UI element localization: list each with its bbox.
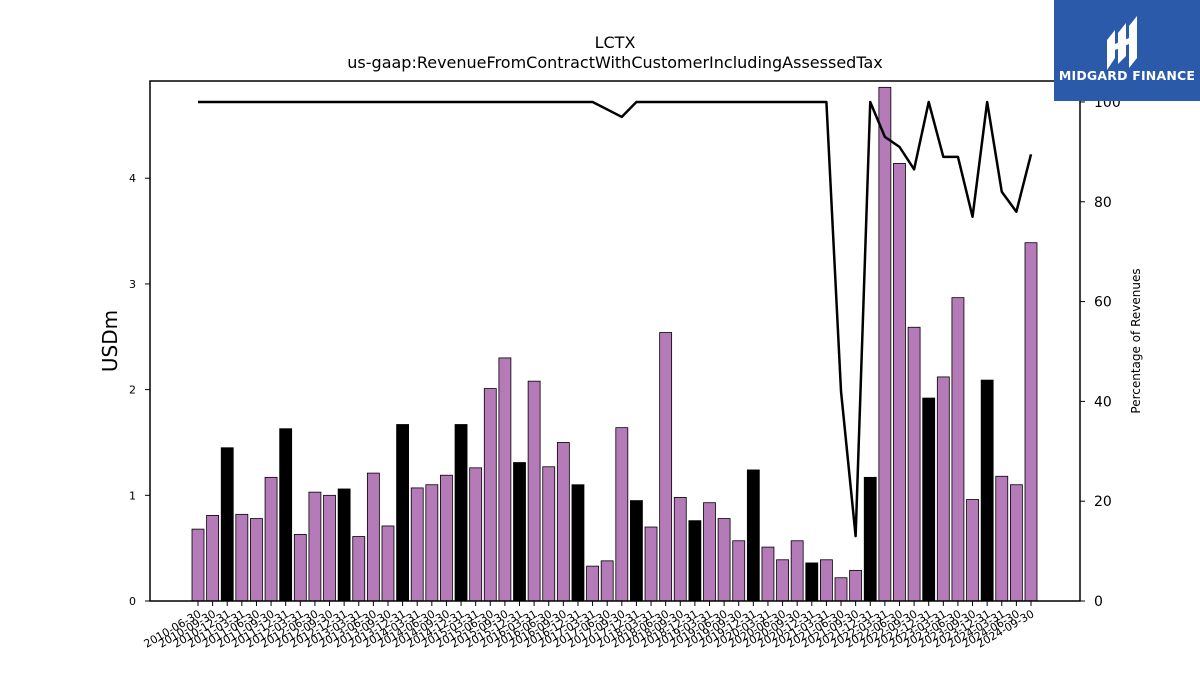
bar-2021-03-31 [820,559,833,602]
y-tick-label: 0 [129,595,136,608]
bar-2024-09-30 [1024,242,1038,602]
bar-2012-09-30 [323,494,336,602]
bar-2016-06-30 [542,466,556,602]
bar-2018-09-30 [673,497,687,602]
brand-logo: MIDGARD FINANCE [1054,0,1200,101]
bar-2023-06-30 [951,297,965,602]
bar-2018-06-30 [659,332,673,602]
bar-2013-09-30 [381,525,395,602]
bar-2011-06-30 [250,518,263,602]
bar-2013-06-30 [366,472,380,602]
bar-2012-12-31 [337,488,351,602]
bar-2014-09-30 [440,474,453,602]
bar-2023-03-31 [936,376,950,602]
y-axis-left: 0 1 2 3 4 [129,172,150,608]
bar-2024-03-31 [995,475,1009,602]
bar-2018-03-31 [644,526,658,602]
y2-tick-label: 0 [1094,594,1103,610]
bar-2020-03-31 [761,546,775,602]
bar-2022-09-30 [907,326,921,602]
bar-2013-12-31 [396,424,410,602]
bar-2012-03-31 [293,534,307,602]
bar-2016-09-30 [556,442,570,602]
y-tick-label: 1 [129,489,136,502]
bar-2019-03-31 [703,502,716,602]
bar-2010-06-30 [191,528,205,602]
bar-2014-12-31 [454,424,468,602]
bar-2020-12-31 [805,562,819,602]
bar-2021-09-30 [849,569,863,602]
bar-2015-06-30 [483,388,497,602]
bar-2015-03-31 [469,467,483,602]
brand-name: MIDGARD FINANCE [1058,68,1196,83]
bar-2019-09-30 [732,540,746,602]
bar-2023-12-31 [980,379,994,602]
bar-2015-12-31 [513,462,526,602]
y2-tick-label: 80 [1094,195,1112,211]
y-tick-label: 3 [129,278,136,291]
y2-tick-label: 60 [1094,295,1112,311]
percentage-line-series [198,100,1033,538]
plot-frame [149,80,1081,602]
y2-tick-label: 20 [1094,494,1112,510]
y2-axis-label: Percentage of Revenues [1129,268,1143,413]
bar-2017-06-30 [600,560,614,602]
bar-2020-09-30 [790,540,804,602]
bar-2014-06-30 [425,484,439,602]
y-tick-label: 4 [129,172,136,185]
bar-2016-03-31 [527,380,541,602]
bar-2021-12-31 [863,476,877,602]
bar-2022-03-31 [878,86,892,602]
bar-2022-06-30 [893,163,906,602]
chart-title: LCTX [595,33,636,52]
bar-2011-03-31 [235,513,249,602]
bar-2012-06-30 [308,491,322,602]
bar-2010-09-30 [206,514,220,602]
bar-2010-12-31 [220,447,234,602]
bar-2017-12-31 [630,500,643,602]
bar-2019-12-31 [746,469,760,602]
y-tick-label: 2 [129,384,136,397]
bar-2011-09-30 [264,476,278,602]
midgard-logo-icon [1054,0,1200,101]
bar-2017-03-31 [586,565,599,602]
percentage-line [198,100,1033,538]
chart-subtitle: us-gaap:RevenueFromContractWithCustomerI… [347,53,882,72]
bar-2015-09-30 [498,357,512,602]
bar-2024-06-30 [1009,484,1023,602]
bar-2017-09-30 [615,427,629,602]
bar-2018-12-31 [688,520,702,602]
bar-2014-03-31 [410,487,424,602]
bar-2021-06-30 [834,577,848,602]
bar-2016-12-31 [571,484,585,602]
y-axis-label: USDm [98,310,122,372]
x-axis: 2010-06-302010-09-302010-12-312011-03-31… [142,601,1037,651]
bar-2011-12-31 [279,428,293,602]
bar-2023-09-30 [966,499,979,602]
bar-2019-06-30 [717,518,731,602]
bar-2020-06-30 [776,559,789,602]
bar-2013-03-31 [352,536,366,602]
y2-tick-label: 40 [1094,394,1112,410]
bar-2022-12-31 [922,397,936,602]
